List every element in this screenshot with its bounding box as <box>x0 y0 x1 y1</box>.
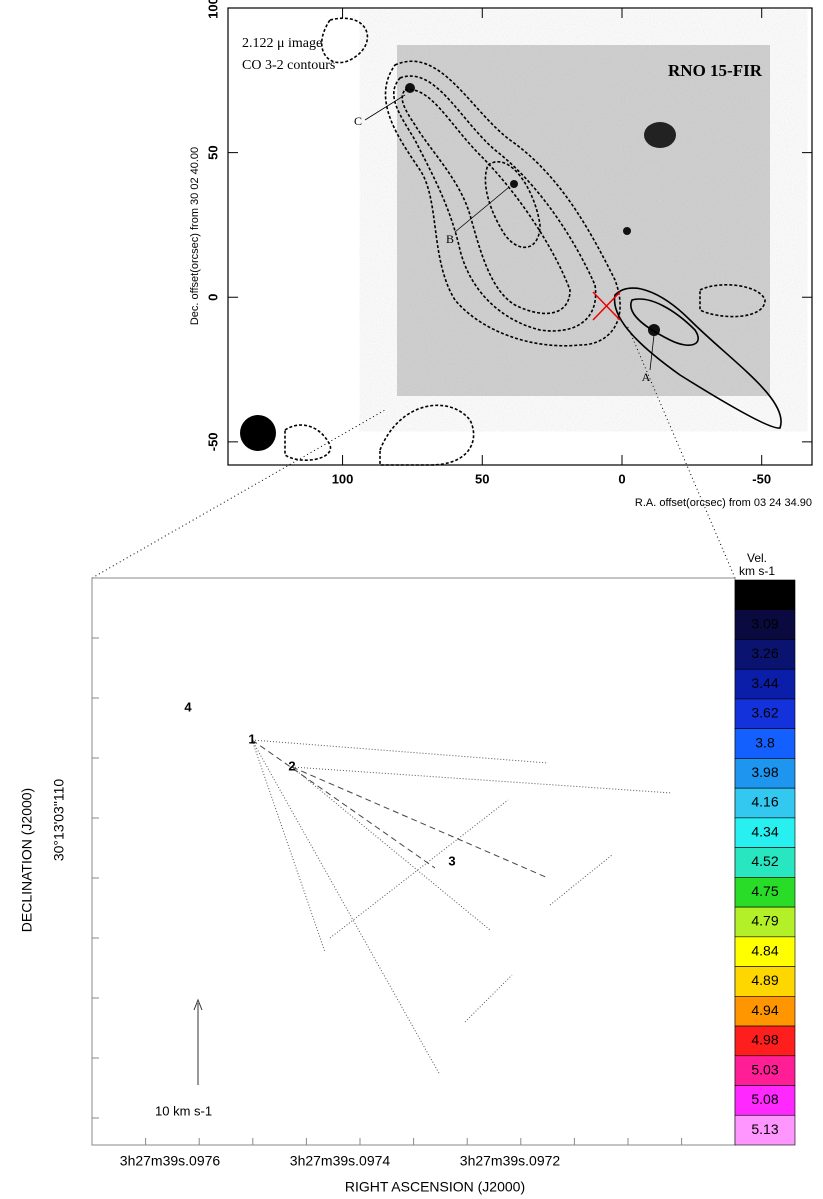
colorbar-swatch <box>734 1085 796 1116</box>
colorbar-label: 3.8 <box>755 734 775 750</box>
star <box>644 122 676 148</box>
colorbar-label: 4.52 <box>751 853 778 869</box>
colorbar-swatch <box>734 847 796 878</box>
colorbar-label: 3.09 <box>751 615 778 631</box>
bottom-frame <box>91 577 736 1146</box>
colorbar-swatch <box>734 698 796 729</box>
colorbar-label: 4.98 <box>751 1032 778 1048</box>
x-tick-label: -50 <box>752 471 771 486</box>
pointer <box>649 334 655 371</box>
colorbar-swatch <box>734 817 796 848</box>
colorbar-swatch <box>734 787 796 819</box>
pointer <box>454 187 509 233</box>
y-axis-label: DECLINATION (J2000) <box>19 788 35 932</box>
star <box>510 180 518 188</box>
annotation: 2.122 μ image <box>242 36 322 51</box>
colorbar-label: 3.62 <box>751 705 778 721</box>
colorbar-label: 4.84 <box>751 942 778 958</box>
zoom-line <box>91 409 386 579</box>
colorbar-label: 4.89 <box>751 972 778 988</box>
x-axis-label: RIGHT ASCENSION (J2000) <box>345 1179 525 1195</box>
x-axis-label: R.A. offset(orcsec) from 03 24 34.90 <box>635 497 812 509</box>
star <box>405 83 415 93</box>
colorbar-label: 4.75 <box>751 883 778 899</box>
scale-arrow-head <box>193 998 203 1011</box>
colorbar-unit: km s-1 <box>739 564 775 578</box>
source-label: B <box>446 232 454 246</box>
y-tick-label: 0 <box>205 294 220 301</box>
colorbar-label: 3.98 <box>751 764 778 780</box>
colorbar-label: 4.34 <box>751 823 778 839</box>
pointer <box>364 94 406 121</box>
beam <box>240 415 276 451</box>
velocity-scale-label: 10 km s-1 <box>155 1103 212 1118</box>
y-tick-label: 50 <box>205 145 220 159</box>
colorbar-label: 4.79 <box>751 913 778 929</box>
colorbar-label: 5.08 <box>751 1091 778 1107</box>
colorbar-label: 3.26 <box>751 645 778 661</box>
colorbar-label: 4.16 <box>751 794 778 810</box>
spot-label: 2 <box>288 758 295 773</box>
colorbar-title: Vel. <box>747 551 767 565</box>
colorbar-swatch <box>734 1055 796 1086</box>
colorbar-swatch <box>734 668 796 700</box>
colorbar-swatch <box>734 1025 796 1057</box>
colorbar-label: 5.13 <box>751 1121 778 1137</box>
x-tick-label: 100 <box>332 471 354 486</box>
star <box>623 227 631 235</box>
colorbar-swatch <box>734 579 796 611</box>
y-tick-label: -50 <box>205 432 220 451</box>
spot-label: 1 <box>248 731 255 746</box>
spot-label: 3 <box>448 853 455 868</box>
top-frame <box>227 7 813 466</box>
colorbar-swatch <box>734 758 796 789</box>
marker-cross <box>592 291 621 321</box>
colorbar-swatch <box>734 877 796 908</box>
spot-label: 4 <box>184 699 192 714</box>
vectors <box>251 739 673 1076</box>
colorbar-label: 2.91 <box>751 586 778 602</box>
colorbar-swatch <box>734 609 796 640</box>
contours <box>284 17 782 466</box>
colorbar-swatch <box>734 728 796 759</box>
annotation: CO 3-2 contours <box>242 58 335 73</box>
x-tick-label: 50 <box>475 471 489 486</box>
y-axis-label: Dec. offset(orcsec) from 30 02 40.00 <box>189 147 201 325</box>
colorbar-swatch <box>734 966 796 997</box>
colorbar-label: 5.03 <box>751 1061 778 1077</box>
x-tick-label: 3h27m39s.0972 <box>460 1153 561 1169</box>
x-tick-label: 0 <box>618 471 625 486</box>
y-tick-label: 30°13'03"110 <box>51 779 67 861</box>
colorbar-swatch <box>734 996 796 1027</box>
x-tick-label: 3h27m39s.0974 <box>290 1153 391 1169</box>
colorbar-swatch <box>734 936 796 967</box>
y-tick-label: 100 <box>205 0 220 19</box>
panel-title: RNO 15-FIR <box>668 61 763 80</box>
source-label: A <box>642 370 651 384</box>
colorbar-swatch <box>734 1114 796 1146</box>
colorbar-label: 3.44 <box>751 675 778 691</box>
colorbar-label: 4.94 <box>751 1002 778 1018</box>
colorbar-swatch <box>734 639 796 670</box>
source-label: C <box>354 114 362 128</box>
x-tick-label: 3h27m39s.0976 <box>120 1153 221 1169</box>
colorbar-swatch <box>734 906 796 938</box>
